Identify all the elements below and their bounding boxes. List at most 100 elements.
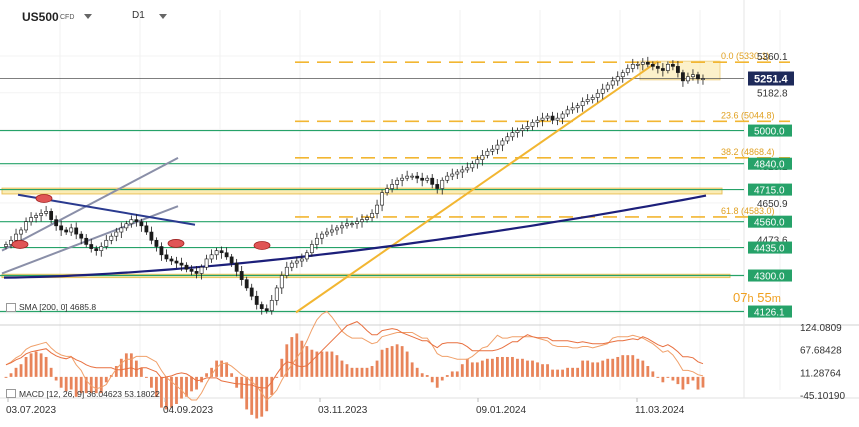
candle [650,61,655,71]
macd-histogram-bar [335,355,339,377]
candle [495,139,500,155]
macd-histogram-bar [616,356,620,377]
candle-body [580,101,585,107]
macd-histogram-bar [330,351,334,377]
macd-histogram-bar [681,376,685,390]
fibonacci-level-label: 23.6 (5044.8) [721,110,775,120]
macd-histogram-bar [270,376,274,395]
candle [199,264,204,280]
timeframe-label[interactable]: D1 [132,10,145,21]
macd-histogram-bar [355,367,359,377]
macd-histogram-bar [290,337,294,377]
symbol-dropdown-icon[interactable] [84,14,92,19]
price-axis-tick-label: 4473.6 [757,236,788,247]
macd-histogram-bar [160,376,163,408]
candle-body [370,213,374,218]
candle-body [274,287,279,301]
level-price-tag-label: 4715.0 [754,186,785,197]
macd-histogram-bar [150,376,153,388]
candle-body [104,240,109,247]
candle-body [254,295,259,305]
candle [686,72,690,84]
countdown-hours: 07 [733,290,748,305]
candle-body [129,219,134,225]
macd-histogram-bar [9,373,13,377]
date-axis-tick-label: 03.07.2023 [6,405,56,416]
price-axis-tick-label: 5360.1 [757,52,788,63]
candle-body [600,88,605,94]
level-price-tag [748,124,792,137]
macd-histogram-bar [139,367,143,377]
candle-body [219,250,224,254]
candle [560,111,565,125]
candle-body [229,256,234,264]
macd-histogram-bar [155,376,158,397]
candle [59,220,64,236]
macd-histogram-bar [415,367,419,377]
sma-settings-icon[interactable] [6,303,16,312]
candle [74,222,79,240]
macd-histogram-bar [400,346,404,377]
macd-histogram-bar [686,376,690,385]
candle-body [340,225,344,229]
candle [635,61,640,70]
macd-histogram-bar [606,358,610,377]
candle-body [565,109,570,115]
candle [309,240,314,257]
candle [510,127,515,141]
macd-histogram-bar [14,367,18,377]
candle [279,271,284,294]
candle-body [645,61,650,65]
macd-histogram-bar [185,376,188,397]
sma-legend-label: SMA [200, 0] [19,302,68,312]
macd-histogram-bar [250,376,254,415]
candle-body [375,204,379,214]
candle [319,231,324,245]
candle [269,294,274,315]
candle-body [309,244,314,254]
candle [64,227,69,235]
candle [696,71,700,84]
candle-body [615,76,620,82]
candle-body [264,308,269,312]
candle-body [199,266,204,274]
macd-axis-tick-label: 124.0809 [800,323,842,334]
candle-body [74,227,79,235]
macd-histogram-bar [210,367,213,377]
candle-body [159,246,164,256]
candle [139,218,144,232]
candle-body [355,221,359,225]
macd-histogram-bar [175,376,178,405]
candle [465,162,470,173]
macd-histogram-bar [24,356,28,377]
candle [274,285,279,306]
candle-body [335,227,339,231]
macd-histogram-bar [581,360,585,377]
candle [580,97,585,112]
candle-body [495,144,500,150]
candle-body [575,105,580,109]
candle [229,253,234,268]
macd-histogram-bar [440,376,444,381]
candle-body [390,184,395,189]
macd-histogram-bar [430,376,434,383]
candle-body [114,231,119,237]
candle-body [560,113,565,119]
candle-body [540,117,545,121]
candle [184,262,189,273]
candle-body [570,107,575,111]
macd-histogram-bar [571,367,575,377]
symbol-label[interactable]: US500 [22,10,59,24]
candle [555,112,560,126]
level-price-tag-label: 4840.0 [754,160,785,171]
timeframe-dropdown-icon[interactable] [159,14,167,19]
candle [385,184,389,196]
macd-histogram-bar [435,376,439,388]
macd-settings-icon[interactable] [6,389,16,398]
candle-body [179,262,184,266]
candle [620,69,625,83]
macd-signal-line [5,321,704,389]
candle [615,71,620,86]
